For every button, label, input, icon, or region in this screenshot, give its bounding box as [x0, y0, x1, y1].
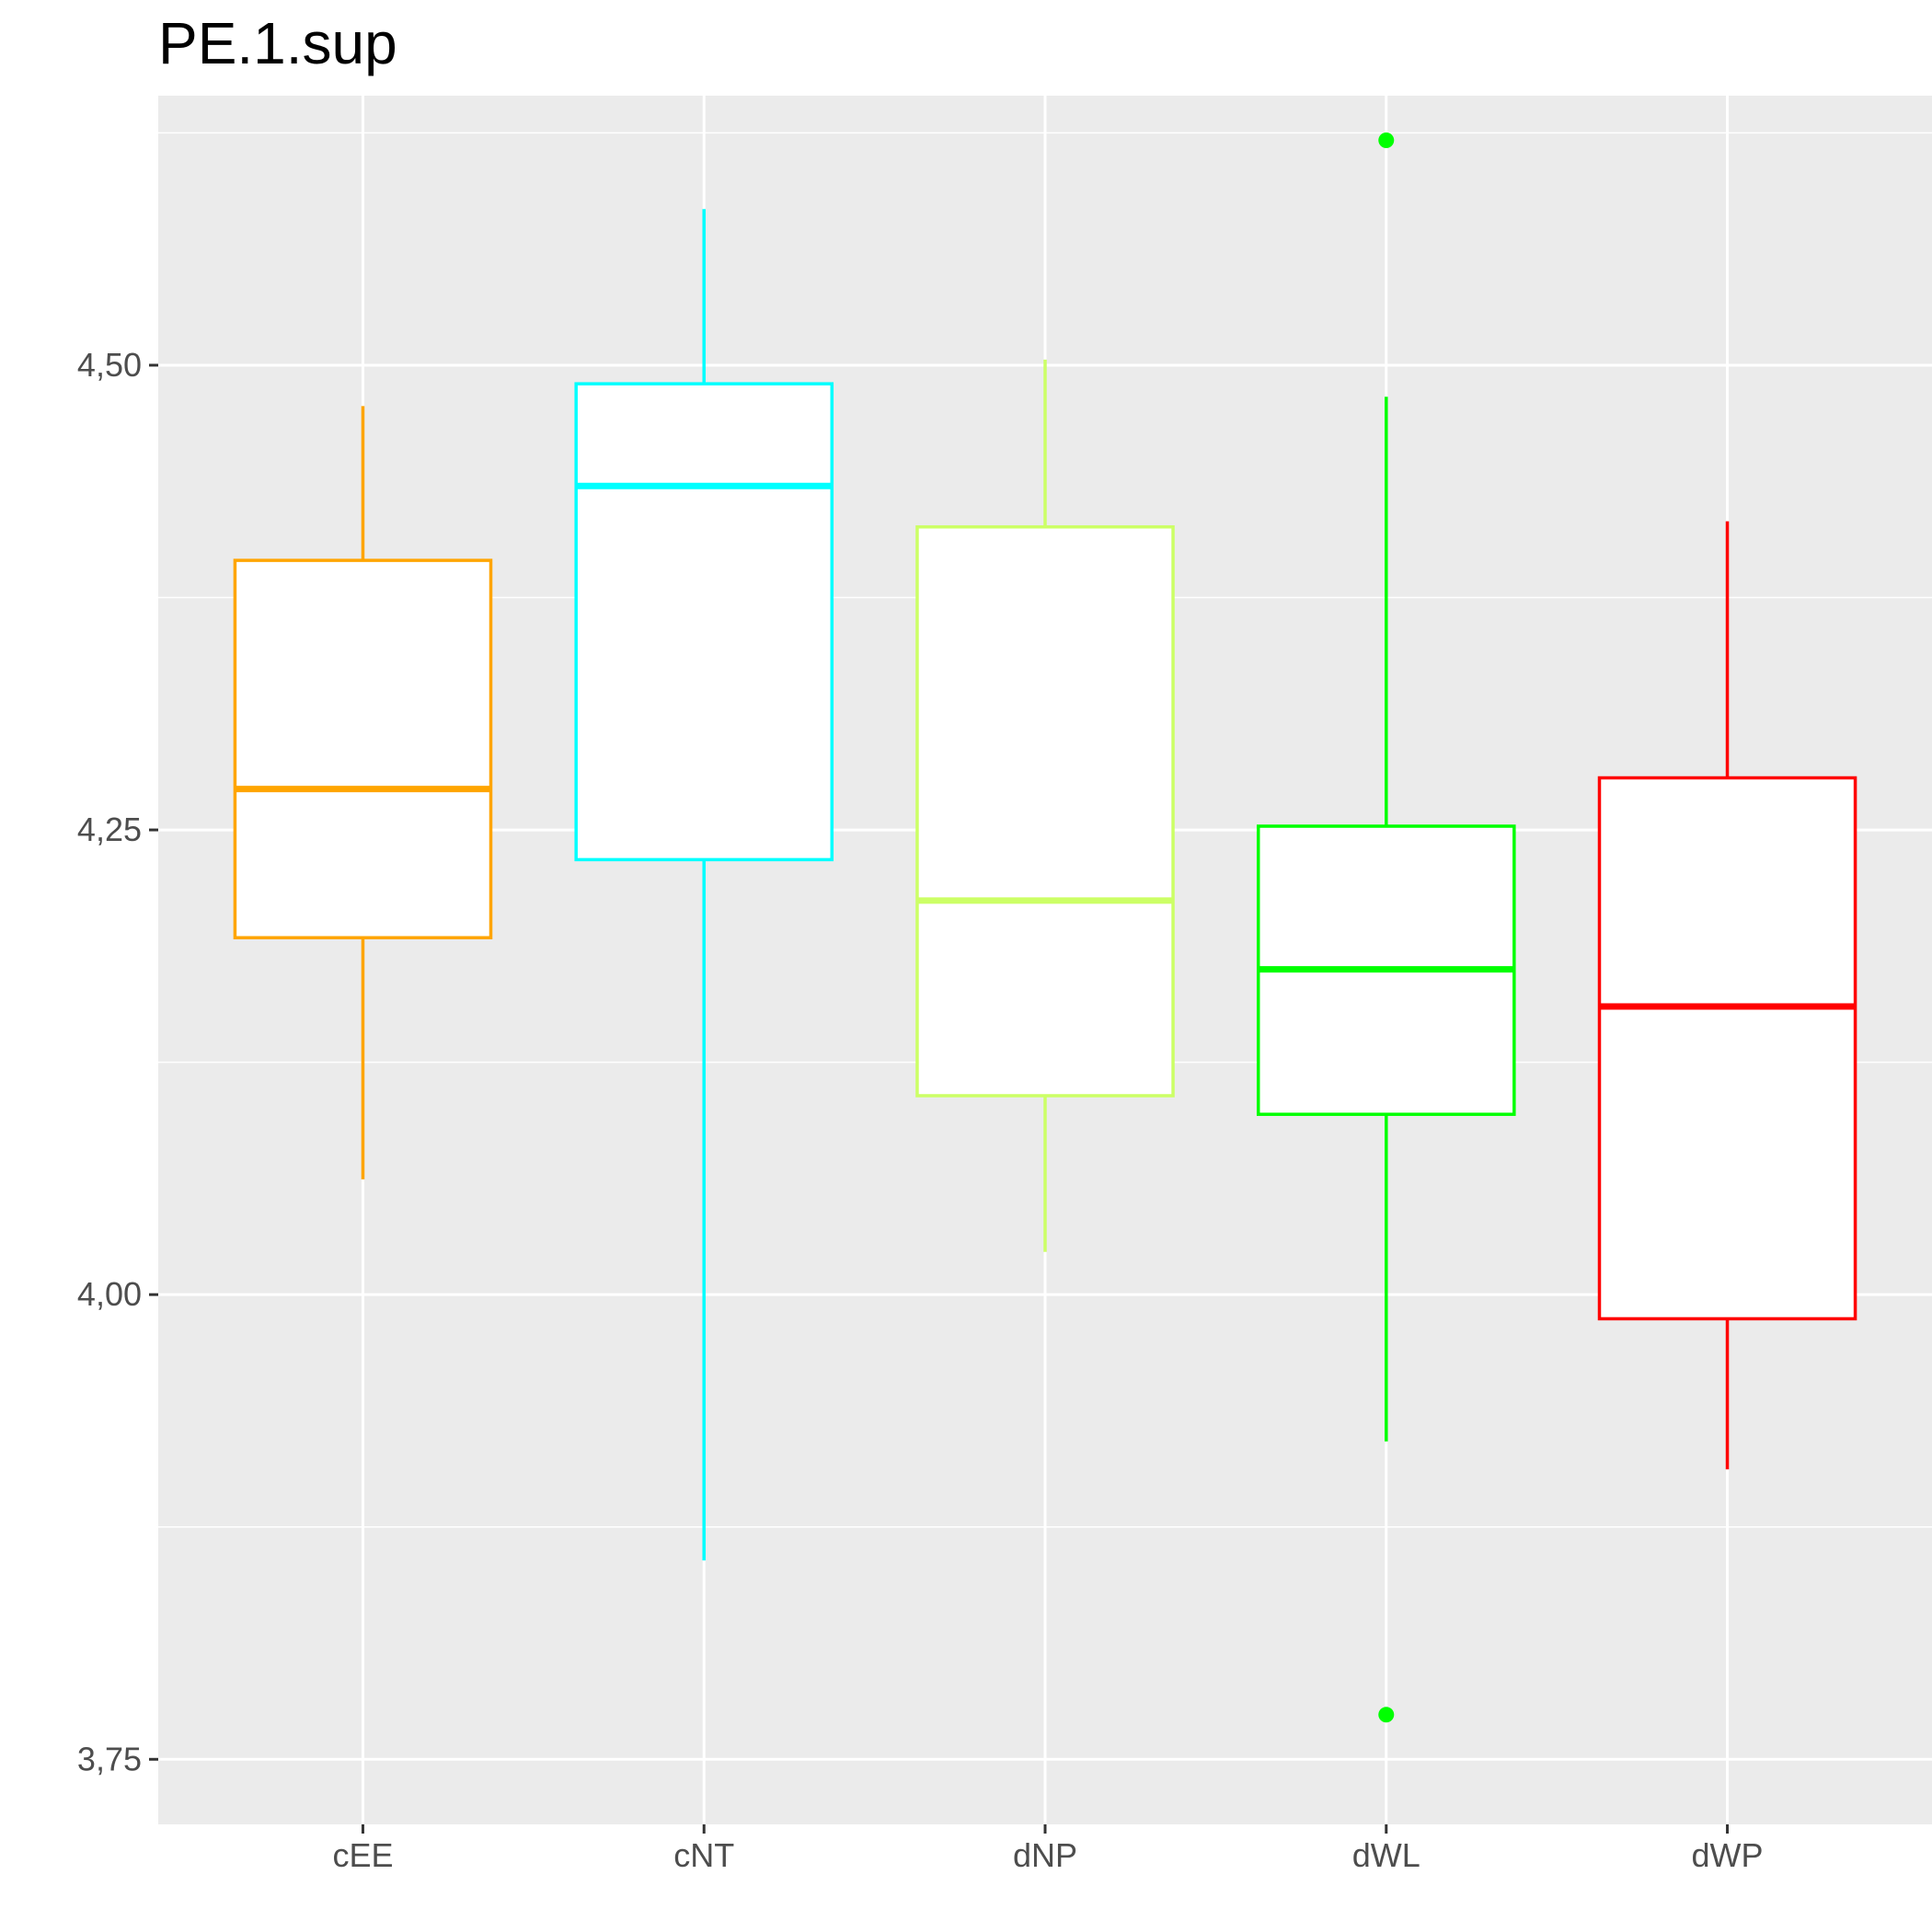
box-layer [233, 132, 1857, 1723]
outlier-point [1378, 132, 1395, 148]
box-group-dWP [1597, 521, 1857, 1470]
outlier-point [1378, 1707, 1395, 1723]
box-group-cEE [233, 406, 493, 1179]
box-group-cNT [574, 209, 834, 1561]
box-group-dNP [915, 359, 1175, 1252]
chart-title: PE.1.sup [158, 10, 397, 76]
y-tick-label: 4,00 [77, 1275, 142, 1313]
box-iqr [1597, 776, 1857, 1321]
axis-layer: 3,75 4,00 4,25 4,50 cEE cNT dNP dWL dWP [77, 346, 1764, 1874]
x-tick-label: dNP [1013, 1836, 1077, 1874]
box-iqr [574, 382, 834, 862]
box-iqr [233, 558, 493, 940]
x-tick-label: cEE [332, 1836, 393, 1874]
y-tick-label: 3,75 [77, 1740, 142, 1777]
y-tick-label: 4,25 [77, 811, 142, 848]
box-iqr [915, 524, 1175, 1098]
box-group-dWL [1256, 132, 1516, 1723]
x-tick-label: dWL [1352, 1836, 1420, 1874]
x-tick-label: dWP [1692, 1836, 1764, 1874]
y-tick-label: 4,50 [77, 346, 142, 384]
x-tick-label: cNT [673, 1836, 734, 1874]
